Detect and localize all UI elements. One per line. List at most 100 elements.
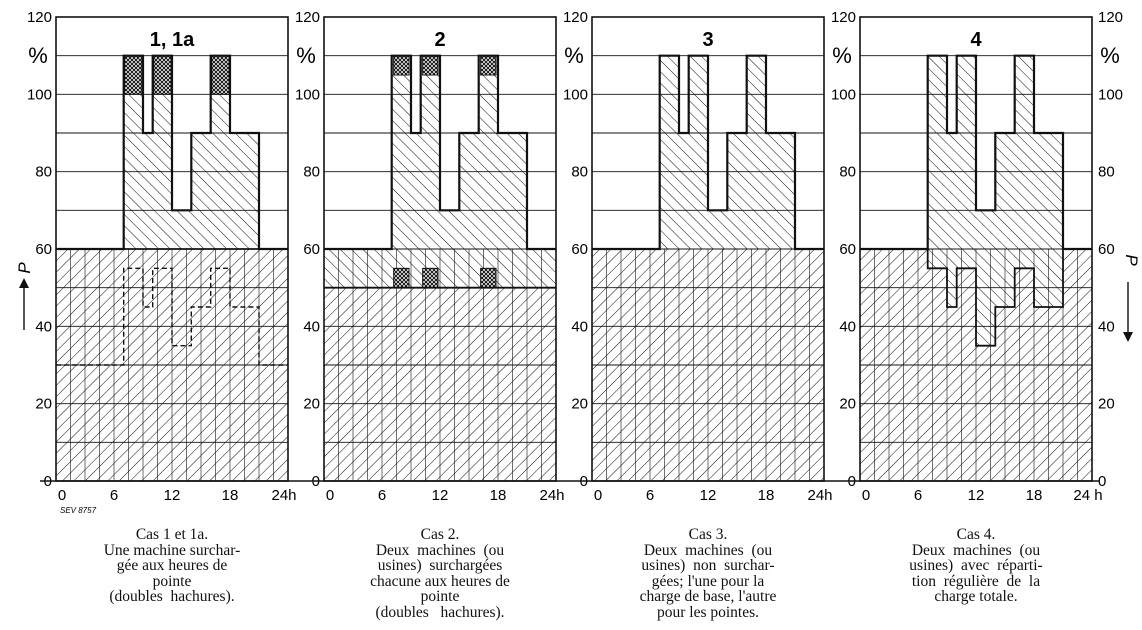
p-axis-label-left: P bbox=[15, 262, 34, 330]
caption-line: Deux machines (ou bbox=[375, 541, 505, 559]
caption-line: Cas 4. bbox=[956, 526, 996, 543]
overload-mark bbox=[480, 267, 497, 289]
y-tick-label: 40 bbox=[571, 318, 588, 335]
panel-title: 4 bbox=[970, 29, 982, 51]
overload-mark bbox=[422, 267, 439, 289]
overload-mark bbox=[124, 55, 143, 95]
panel-title: 1, 1a bbox=[150, 29, 195, 51]
caption-line: usines) non surchar- bbox=[641, 557, 775, 574]
caption-case-2: Cas 2. Deux machines (ou usines) surchargé… bbox=[325, 527, 555, 620]
y-tick-label: 60 bbox=[571, 241, 588, 258]
x-tick-label: 12 bbox=[968, 487, 985, 504]
y-tick-label: 100 bbox=[563, 86, 588, 103]
y-tick-label: 80 bbox=[303, 164, 320, 181]
caption-line: usines) avec réparti- bbox=[909, 557, 1043, 574]
x-tick-label: 18 bbox=[222, 487, 239, 504]
overload-mark bbox=[393, 55, 410, 76]
caption-line: gée aux heures de bbox=[116, 557, 228, 574]
x-tick-label: 18 bbox=[758, 487, 775, 504]
caption-line: (doubles hachures). bbox=[375, 603, 505, 621]
caption-line: tion régulière de la bbox=[911, 572, 1041, 590]
load-profile-line bbox=[860, 54, 1092, 251]
y-tick-label: 120 bbox=[563, 9, 588, 26]
caption-line: pointe bbox=[420, 588, 460, 605]
y-tick-label-right: 40 bbox=[1098, 318, 1115, 335]
caption-line: Cas 2. bbox=[420, 526, 460, 543]
overload-mark bbox=[422, 55, 439, 76]
caption-line: Cas 3. bbox=[688, 526, 728, 543]
y-tick-label-right: 20 bbox=[1098, 396, 1115, 413]
overload-mark bbox=[393, 267, 410, 289]
x-tick-label: 6 bbox=[914, 487, 922, 504]
x-tick-label: 12 bbox=[164, 487, 181, 504]
p-axis-label-right: P bbox=[1122, 254, 1141, 342]
x-tick-label: 18 bbox=[1026, 487, 1043, 504]
y-tick-label: 80 bbox=[35, 164, 52, 181]
y-tick-label: 20 bbox=[571, 396, 588, 413]
y-tick-label: 60 bbox=[303, 241, 320, 258]
y-tick-label: 100 bbox=[831, 86, 856, 103]
y-tick-label-right: 60 bbox=[1098, 241, 1115, 258]
load-profile-line bbox=[56, 54, 288, 251]
x-tick-label: 24h bbox=[807, 487, 832, 504]
caption-line: Deux machines (ou bbox=[911, 541, 1041, 559]
y-tick-label: 40 bbox=[303, 318, 320, 335]
alt-profile-1a-line bbox=[56, 267, 288, 366]
y-tick-label: 60 bbox=[839, 241, 856, 258]
p-arrow-head bbox=[19, 278, 29, 288]
caption-line: Deux machines (ou bbox=[643, 541, 773, 559]
percent-label: % bbox=[28, 43, 48, 68]
caption-line: chacune aux heures de bbox=[370, 572, 510, 590]
y-tick-label: 20 bbox=[839, 396, 856, 413]
figure-code: SEV 8757 bbox=[60, 506, 97, 515]
y-tick-label: 100 bbox=[295, 86, 320, 103]
y-tick-label: 20 bbox=[35, 396, 52, 413]
x-tick-label: 12 bbox=[432, 487, 449, 504]
p-axis-text: P bbox=[1122, 254, 1141, 266]
x-tick-label: 24h bbox=[271, 487, 296, 504]
panel-title: 3 bbox=[702, 29, 713, 51]
caption-line: pour les pointes. bbox=[656, 603, 760, 621]
percent-label: % bbox=[564, 43, 584, 68]
x-tick-label: 18 bbox=[490, 487, 507, 504]
y-tick-label-right: 0 bbox=[1098, 473, 1106, 490]
x-tick-label: 24 h bbox=[1073, 487, 1102, 504]
y-tick-label-right: 80 bbox=[1098, 164, 1115, 181]
x-tick-label: 6 bbox=[378, 487, 386, 504]
y-tick-label: 120 bbox=[27, 9, 52, 26]
x-tick-label: 0 bbox=[326, 487, 334, 504]
overload-mark bbox=[480, 55, 497, 76]
percent-label: % bbox=[832, 43, 852, 68]
caption-case-4: Cas 4. Deux machines (ou usines) avec répa… bbox=[861, 527, 1091, 605]
caption-line: gées; l'une pour la bbox=[651, 572, 765, 590]
percent-label: % bbox=[296, 43, 316, 68]
y-tick-label: 60 bbox=[35, 241, 52, 258]
percent-label-right: % bbox=[1100, 43, 1120, 68]
overload-mark bbox=[211, 55, 230, 95]
y-tick-label: 100 bbox=[27, 86, 52, 103]
caption-line: pointe bbox=[152, 572, 192, 590]
y-tick-label-right: 100 bbox=[1098, 86, 1123, 103]
p-axis-text: P bbox=[15, 262, 34, 274]
chart-panel-3: 306121824h020406080100120% bbox=[563, 9, 833, 504]
caption-line: charge de base, l'autre bbox=[639, 588, 777, 605]
y-tick-label-right: 120 bbox=[1098, 9, 1123, 26]
x-tick-label: 0 bbox=[594, 487, 602, 504]
load-profile-line bbox=[324, 54, 556, 251]
overload-mark bbox=[153, 55, 172, 95]
chart-panel-1: 1, 1a06121824h020406080100120% bbox=[27, 9, 297, 504]
caption-line: charge totale. bbox=[934, 588, 1018, 605]
y-tick-label: 40 bbox=[35, 318, 52, 335]
p-arrow-head bbox=[1123, 332, 1133, 342]
x-tick-label: 24h bbox=[539, 487, 564, 504]
base-load-line bbox=[860, 248, 1092, 347]
y-tick-label: 80 bbox=[839, 164, 856, 181]
x-tick-label: 12 bbox=[700, 487, 717, 504]
caption-case-3: Cas 3. Deux machines (ou usines) non surch… bbox=[593, 527, 823, 620]
x-tick-label: 6 bbox=[646, 487, 654, 504]
chart-panel-2: 206121824h020406080100120% bbox=[295, 9, 565, 504]
panel-title: 2 bbox=[434, 29, 445, 51]
caption-line: Cas 1 et 1a. bbox=[135, 526, 209, 543]
